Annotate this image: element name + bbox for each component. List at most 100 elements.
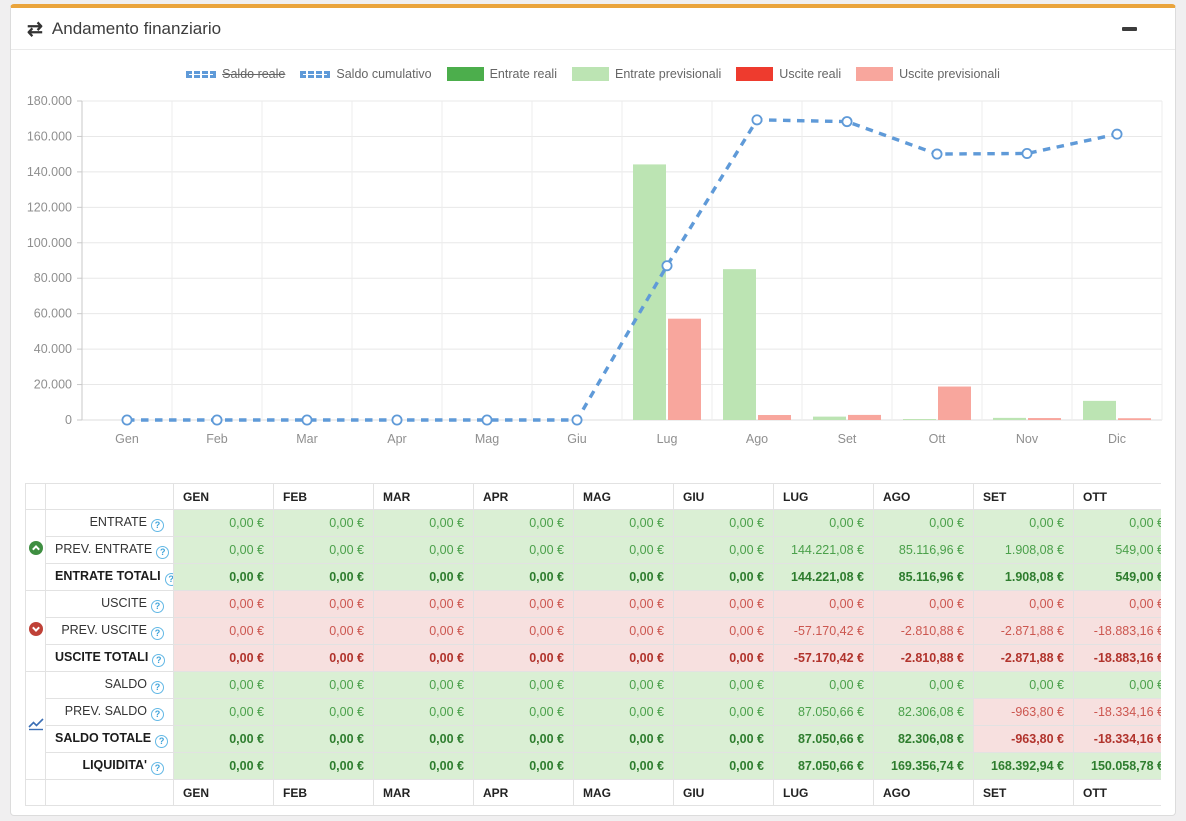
line-marker-mar[interactable]	[301, 414, 313, 426]
cell-prev-entrate-apr: 0,00 €	[473, 536, 574, 564]
cell-entrate-totali-ott: 549,00 €	[1073, 563, 1161, 591]
bar-uscite-previsionali-lug[interactable]	[668, 318, 701, 420]
bar-entrate-previsionali-nov[interactable]	[993, 417, 1026, 420]
line-marker-ago[interactable]	[751, 114, 763, 126]
footer-column-header-ott: OTT	[1073, 779, 1161, 806]
help-icon[interactable]: ?	[151, 519, 164, 532]
line-marker-dic[interactable]	[1111, 128, 1123, 140]
line-marker-apr[interactable]	[391, 414, 403, 426]
legend-item-uscite-previsionali[interactable]: Uscite previsionali	[856, 67, 1000, 81]
cell-entrate-apr: 0,00 €	[473, 509, 574, 537]
bar-uscite-previsionali-ago[interactable]	[758, 415, 791, 420]
chart-canvas: 0 20.000 40.000 60.000 80.000 100.000 120.000 1…	[27, 94, 1163, 446]
cell-uscite-totali-ago: -2.810,88 €	[873, 644, 974, 672]
table-row-entrate: ENTRATE? 0,00 €0,00 €0,00 €0,00 €0,00 €0,…	[25, 509, 1161, 591]
cell-liquidita-giu: 0,00 €	[673, 752, 774, 780]
y-axis-tick-label: 160.000	[27, 129, 72, 143]
legend-item-uscite-reali[interactable]: Uscite reali	[736, 67, 841, 81]
cell-prev-entrate-ott: 549,00 €	[1073, 536, 1161, 564]
table-row-prev-entrate: PREV. ENTRATE? 0,00 €0,00 €0,00 €0,00 €0,…	[26, 536, 1161, 564]
help-icon[interactable]: ?	[151, 627, 164, 640]
x-axis-label-dic: Dic	[1108, 432, 1126, 446]
cell-saldo-totale-lug: 87.050,66 €	[773, 725, 874, 753]
cell-uscite-gen: 0,00 €	[173, 590, 274, 618]
y-axis-tick-label: 80.000	[34, 271, 72, 285]
table-row-saldo-totale: SALDO TOTALE? 0,00 €0,00 €0,00 €0,00 €0,0…	[26, 725, 1161, 753]
y-axis-tick-label: 180.000	[27, 94, 72, 108]
legend-item-entrate-reali[interactable]: Entrate reali	[446, 67, 557, 81]
collapse-widget-button[interactable]	[1122, 21, 1137, 37]
bar-uscite-previsionali-dic[interactable]	[1118, 418, 1151, 420]
legend-item-saldo-reale[interactable]: Saldo reale	[186, 67, 285, 81]
cell-entrate-totali-ago: 85.116,96 €	[873, 563, 974, 591]
help-icon[interactable]: ?	[164, 573, 173, 586]
line-marker-set[interactable]	[841, 116, 853, 128]
cell-liquidita-mag: 0,00 €	[573, 752, 674, 780]
footer-column-header-apr: APR	[473, 779, 574, 806]
widget-andamento-finanziario: ⇄ Andamento finanziario Saldo reale Saldo…	[10, 4, 1176, 816]
financial-table: GEN FEB MAR APR MAG GIU LUG AGO SET OTT ENTRATE? 0,…	[25, 483, 1161, 806]
line-marker-lug[interactable]	[661, 260, 673, 272]
cell-saldo-gen: 0,00 €	[173, 671, 274, 699]
cell-prev-saldo-ott: -18.334,16 €	[1073, 698, 1161, 726]
table-row-saldo: SALDO? 0,00 €0,00 €0,00 €0,00 €0,00 €0,00…	[25, 671, 1161, 780]
cell-entrate-totali-mag: 0,00 €	[573, 563, 674, 591]
legend-item-entrate-previsionali[interactable]: Entrate previsionali	[571, 67, 721, 81]
help-icon[interactable]: ?	[151, 762, 164, 775]
cell-saldo-lug: 0,00 €	[773, 671, 874, 699]
cell-saldo-totale-ago: 82.306,08 €	[873, 725, 974, 753]
bar-uscite-previsionali-set[interactable]	[848, 414, 881, 420]
bar-entrate-previsionali-ott[interactable]	[903, 419, 936, 420]
column-header-ago: AGO	[873, 483, 974, 510]
cell-uscite-totali-ott: -18.883,16 €	[1073, 644, 1161, 672]
cell-entrate-lug: 0,00 €	[773, 509, 874, 537]
help-icon[interactable]: ?	[151, 708, 164, 721]
footer-column-header-ago: AGO	[873, 779, 974, 806]
bar-entrate-previsionali-set[interactable]	[813, 416, 846, 420]
cell-prev-saldo-apr: 0,00 €	[473, 698, 574, 726]
group-icon-column-header	[25, 483, 46, 510]
cell-entrate-totali-feb: 0,00 €	[273, 563, 374, 591]
line-marker-ott[interactable]	[931, 148, 943, 160]
line-marker-feb[interactable]	[211, 414, 223, 426]
help-icon[interactable]: ?	[155, 735, 169, 748]
line-marker-nov[interactable]	[1021, 147, 1033, 159]
line-marker-mag[interactable]	[481, 414, 493, 426]
dashed-line-swatch-icon	[300, 70, 331, 78]
cell-entrate-ago: 0,00 €	[873, 509, 974, 537]
legend-item-saldo-cumulativo[interactable]: Saldo cumulativo	[300, 67, 432, 81]
line-marker-giu[interactable]	[571, 414, 583, 426]
help-icon[interactable]: ?	[151, 600, 164, 613]
bar-uscite-previsionali-nov[interactable]	[1028, 418, 1061, 420]
cell-uscite-apr: 0,00 €	[473, 590, 574, 618]
cell-prev-uscite-mag: 0,00 €	[573, 617, 674, 645]
chart-legend: Saldo reale Saldo cumulativo Entrate reali…	[11, 50, 1175, 85]
cell-saldo-ago: 0,00 €	[873, 671, 974, 699]
cell-saldo-apr: 0,00 €	[473, 671, 574, 699]
footer-icon-cell	[25, 779, 46, 806]
legend-label: Uscite previsionali	[899, 67, 1000, 81]
legend-label: Saldo reale	[222, 67, 286, 81]
cell-prev-saldo-lug: 87.050,66 €	[773, 698, 874, 726]
cell-uscite-totali-set: -2.871,88 €	[973, 644, 1074, 672]
bar-entrate-previsionali-lug[interactable]	[633, 164, 666, 420]
cell-prev-entrate-gen: 0,00 €	[173, 536, 274, 564]
help-icon[interactable]: ?	[156, 546, 170, 559]
cell-uscite-totali-apr: 0,00 €	[473, 644, 574, 672]
cell-prev-saldo-ago: 82.306,08 €	[873, 698, 974, 726]
cell-liquidita-ago: 169.356,74 €	[873, 752, 974, 780]
bar-uscite-previsionali-ott[interactable]	[938, 386, 971, 420]
help-icon[interactable]: ?	[152, 654, 166, 667]
cell-prev-saldo-giu: 0,00 €	[673, 698, 774, 726]
bar-entrate-previsionali-dic[interactable]	[1083, 400, 1116, 420]
cell-prev-uscite-ott: -18.883,16 €	[1073, 617, 1161, 645]
dashed-line-swatch-icon	[186, 70, 217, 78]
help-icon[interactable]: ?	[151, 681, 164, 694]
cell-saldo-totale-apr: 0,00 €	[473, 725, 574, 753]
cell-prev-uscite-apr: 0,00 €	[473, 617, 574, 645]
column-header-feb: FEB	[273, 483, 374, 510]
footer-column-header-feb: FEB	[273, 779, 374, 806]
line-marker-gen[interactable]	[121, 414, 133, 426]
bar-entrate-previsionali-ago[interactable]	[723, 269, 756, 420]
cell-prev-uscite-lug: -57.170,42 €	[773, 617, 874, 645]
